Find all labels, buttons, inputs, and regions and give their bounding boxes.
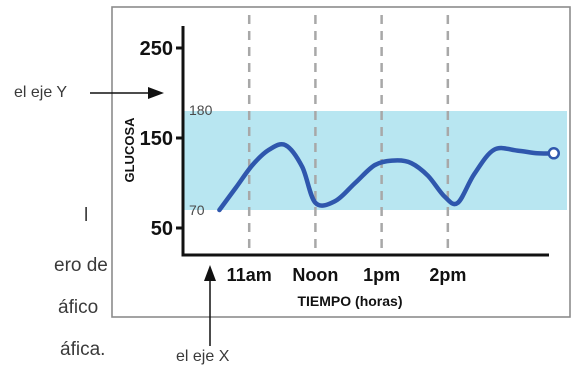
data-point-16 — [492, 148, 496, 152]
side-text-line-1: l — [84, 205, 89, 226]
x-tick-label-0: 11am — [227, 265, 272, 285]
y-axis-callout: el eje Y — [14, 84, 68, 101]
data-point-15 — [472, 172, 476, 176]
y-tick-label-2: 250 — [140, 38, 173, 60]
x-axis-title: TIEMPO (horas) — [297, 293, 402, 309]
data-point-12 — [426, 174, 430, 178]
y-tick-label-1: 150 — [140, 128, 173, 150]
series-line-0 — [217, 141, 557, 213]
data-point-4 — [283, 143, 287, 147]
data-point-6 — [313, 201, 317, 205]
data-point-1 — [234, 185, 238, 189]
y-axis-title: GLUCOSA — [122, 117, 137, 183]
data-point-14 — [456, 201, 460, 205]
data-point-3 — [267, 148, 271, 152]
target-high-label: 180 — [189, 102, 213, 118]
data-point-13 — [442, 194, 446, 198]
x-tick-label-1: Noon — [292, 265, 338, 285]
target-low-label: 70 — [189, 202, 205, 218]
y-axis-arrow — [90, 87, 164, 99]
x-axis-callout: el eje X — [176, 348, 230, 365]
x-tick-label-2: 1pm — [363, 265, 400, 285]
data-point-17 — [515, 148, 519, 152]
data-point-2 — [250, 163, 254, 167]
series-end-point — [547, 147, 561, 160]
y-tick-label-0: 50 — [151, 218, 173, 240]
x-tick-label-3: 2pm — [429, 265, 466, 285]
side-text-line-4: áfica. — [60, 339, 106, 360]
data-point-9 — [373, 163, 377, 167]
data-point-7 — [333, 199, 337, 203]
data-point-10 — [393, 158, 397, 162]
data-point-5 — [300, 165, 304, 169]
data-point-18 — [535, 151, 539, 155]
side-text-line-3: áfico — [58, 297, 99, 318]
x-axis-arrow — [204, 265, 216, 346]
data-point-11 — [409, 161, 413, 165]
side-text-line-2: ero de — [54, 255, 108, 276]
data-point-8 — [353, 181, 357, 185]
data-point-0 — [217, 208, 221, 212]
target-range-band — [183, 111, 567, 210]
